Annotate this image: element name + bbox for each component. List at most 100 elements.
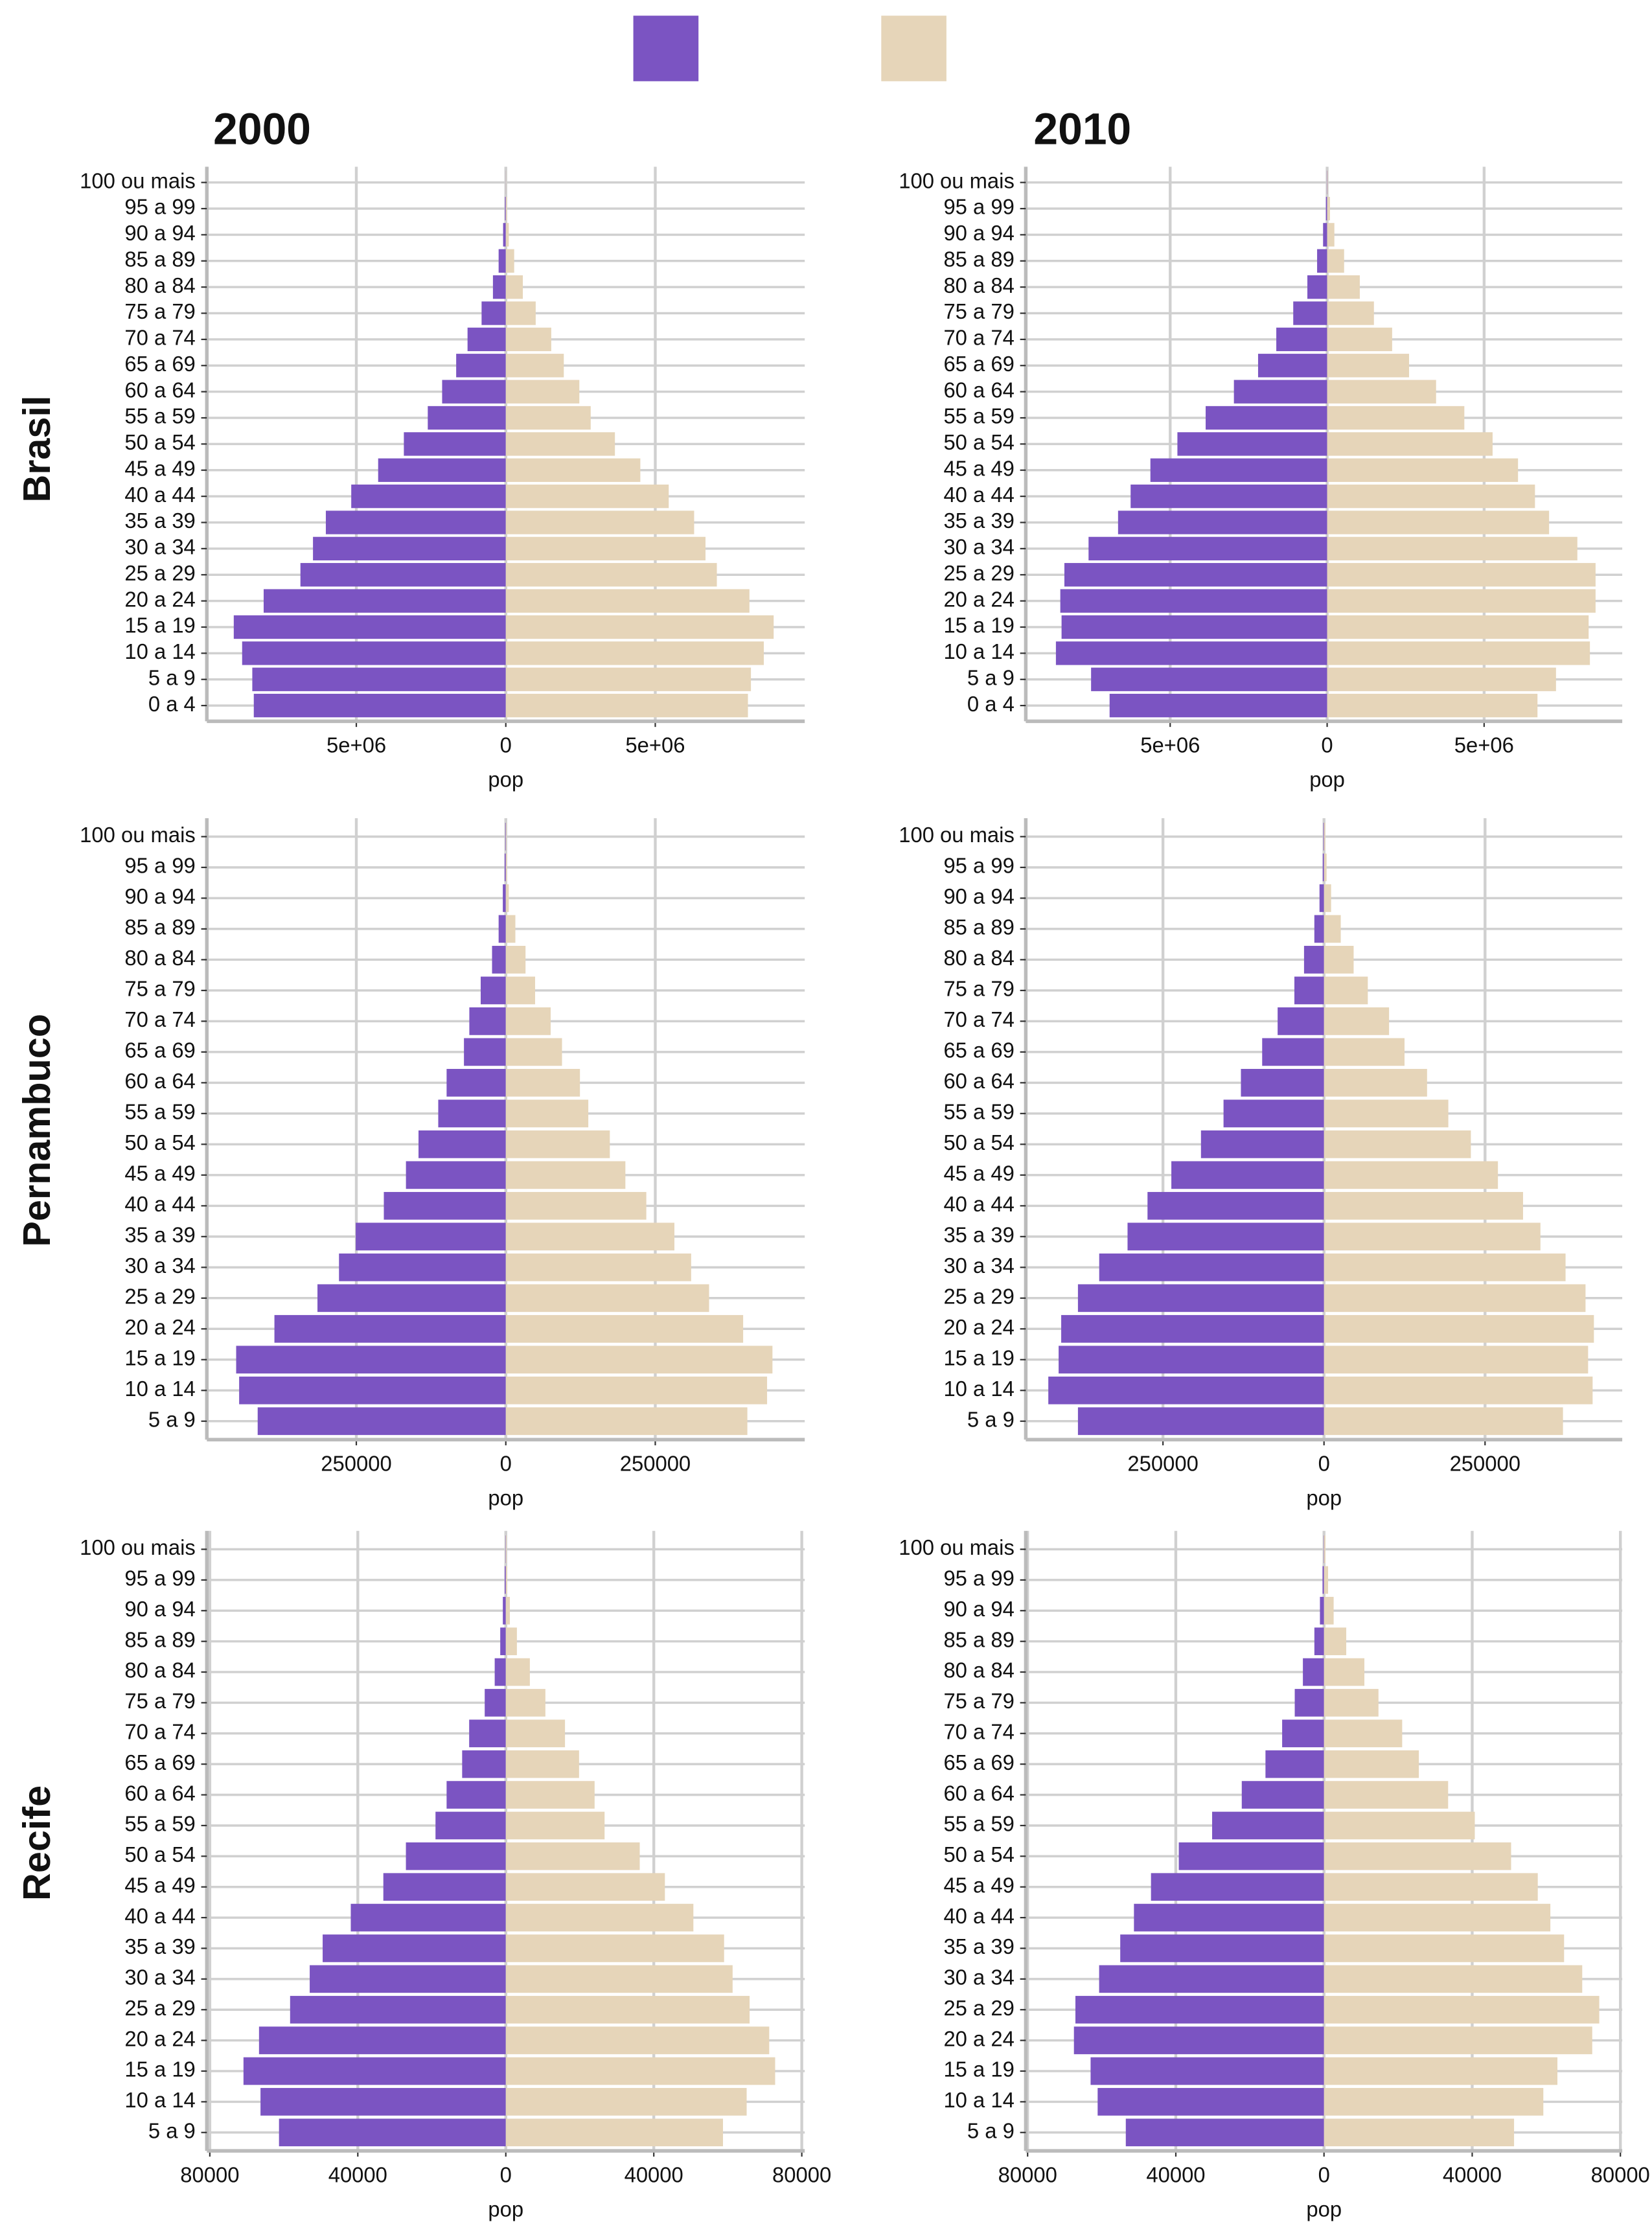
bar xyxy=(505,976,535,1005)
bar xyxy=(1324,1811,1475,1840)
x-tick-label: 40000 xyxy=(328,2162,387,2186)
x-tick-label: 0 xyxy=(500,733,512,757)
bar xyxy=(1130,484,1327,509)
y-tick-label: 75 a 79 xyxy=(124,1689,195,1713)
bar xyxy=(252,667,506,691)
bar xyxy=(505,2057,775,2085)
bar xyxy=(1324,1068,1427,1097)
bar xyxy=(1200,1130,1324,1158)
bar xyxy=(1319,884,1324,912)
bar xyxy=(1324,915,1341,943)
x-tick-label: 0 xyxy=(1321,733,1333,757)
bar xyxy=(378,458,506,482)
y-tick-label: 70 a 74 xyxy=(124,1007,195,1031)
bar xyxy=(505,2118,723,2147)
y-tick-label: 20 a 24 xyxy=(124,1315,195,1339)
y-tick-label: 30 a 34 xyxy=(943,1254,1014,1278)
bar xyxy=(1278,1007,1324,1035)
y-tick-label: 35 a 39 xyxy=(124,1222,195,1246)
bar xyxy=(1324,1750,1419,1778)
bar xyxy=(505,1596,511,1625)
bar xyxy=(505,1781,595,1809)
y-tick-label: 75 a 79 xyxy=(943,1689,1014,1713)
y-tick-label: 100 ou mais xyxy=(899,1535,1015,1559)
bar xyxy=(505,1007,551,1035)
y-tick-label: 65 a 69 xyxy=(943,352,1014,376)
bar xyxy=(253,693,506,718)
bar xyxy=(1324,823,1325,851)
y-tick-label: 10 a 14 xyxy=(124,1377,195,1401)
bar xyxy=(1322,853,1324,882)
bar xyxy=(233,615,506,639)
bar xyxy=(1324,1191,1523,1220)
y-tick-label: 75 a 79 xyxy=(124,299,195,323)
y-tick-label: 25 a 29 xyxy=(943,1284,1014,1308)
bar xyxy=(1324,1314,1594,1343)
bar xyxy=(1090,2057,1324,2085)
bar xyxy=(469,1007,506,1035)
y-tick-label: 60 a 64 xyxy=(943,1069,1014,1093)
bar xyxy=(505,823,506,851)
y-tick-label: 10 a 14 xyxy=(124,2088,195,2112)
y-tick-label: 55 a 59 xyxy=(124,1812,195,1836)
y-tick-label: 75 a 79 xyxy=(943,977,1014,1001)
bar xyxy=(1324,1934,1565,1962)
y-tick-label: 65 a 69 xyxy=(124,1038,195,1062)
y-tick-label: 100 ou mais xyxy=(80,823,196,847)
bar xyxy=(480,976,506,1005)
y-tick-label: 70 a 74 xyxy=(943,1719,1014,1743)
bar xyxy=(1324,2057,1557,2085)
y-tick-label: 65 a 69 xyxy=(943,1038,1014,1062)
bar xyxy=(242,641,506,665)
y-tick-label: 5 a 9 xyxy=(148,665,196,689)
bar xyxy=(1314,915,1324,943)
y-tick-label: 100 ou mais xyxy=(899,823,1015,847)
y-tick-label: 10 a 14 xyxy=(943,2088,1014,2112)
bar xyxy=(1324,1995,1600,2024)
y-tick-label: 85 a 89 xyxy=(943,247,1014,271)
bar xyxy=(505,1535,507,1563)
bar xyxy=(505,432,615,456)
y-tick-label: 60 a 64 xyxy=(124,1069,195,1093)
bar xyxy=(384,1191,506,1220)
y-tick-label: 40 a 44 xyxy=(124,1904,195,1928)
bar xyxy=(505,275,523,299)
bar xyxy=(1265,1750,1324,1778)
y-tick-label: 60 a 64 xyxy=(943,378,1014,402)
bar xyxy=(325,510,506,534)
bar xyxy=(1212,1811,1324,1840)
bar xyxy=(505,853,507,882)
bar xyxy=(1177,432,1327,456)
bar xyxy=(239,1376,506,1404)
bar xyxy=(1327,432,1493,456)
bar xyxy=(1324,1658,1365,1686)
bar xyxy=(1327,170,1328,194)
bar xyxy=(260,2088,506,2116)
bar xyxy=(505,1689,545,1717)
y-tick-label: 40 a 44 xyxy=(943,1192,1014,1216)
y-tick-label: 90 a 94 xyxy=(124,221,195,245)
bar xyxy=(505,1627,517,1655)
bar xyxy=(505,354,564,378)
bar xyxy=(498,249,506,273)
y-tick-label: 80 a 84 xyxy=(943,273,1014,297)
bar xyxy=(505,223,509,247)
bar xyxy=(505,380,580,404)
x-axis-label: pop xyxy=(488,1485,523,1509)
bar xyxy=(1324,1253,1566,1281)
bar xyxy=(446,1781,506,1809)
bar xyxy=(1064,563,1327,587)
y-tick-label: 70 a 74 xyxy=(124,326,195,350)
bar xyxy=(1324,1038,1405,1066)
x-tick-label: 5e+06 xyxy=(625,733,685,757)
y-tick-label: 55 a 59 xyxy=(943,1812,1014,1836)
y-tick-label: 90 a 94 xyxy=(943,884,1014,908)
bar xyxy=(243,2057,506,2085)
y-tick-label: 30 a 34 xyxy=(943,534,1014,558)
bar xyxy=(1125,2118,1324,2147)
x-tick-label: 5e+06 xyxy=(327,733,386,757)
bar xyxy=(351,484,506,509)
y-tick-label: 20 a 24 xyxy=(943,1315,1014,1339)
bar xyxy=(505,1965,733,1993)
y-tick-label: 15 a 19 xyxy=(943,613,1014,637)
